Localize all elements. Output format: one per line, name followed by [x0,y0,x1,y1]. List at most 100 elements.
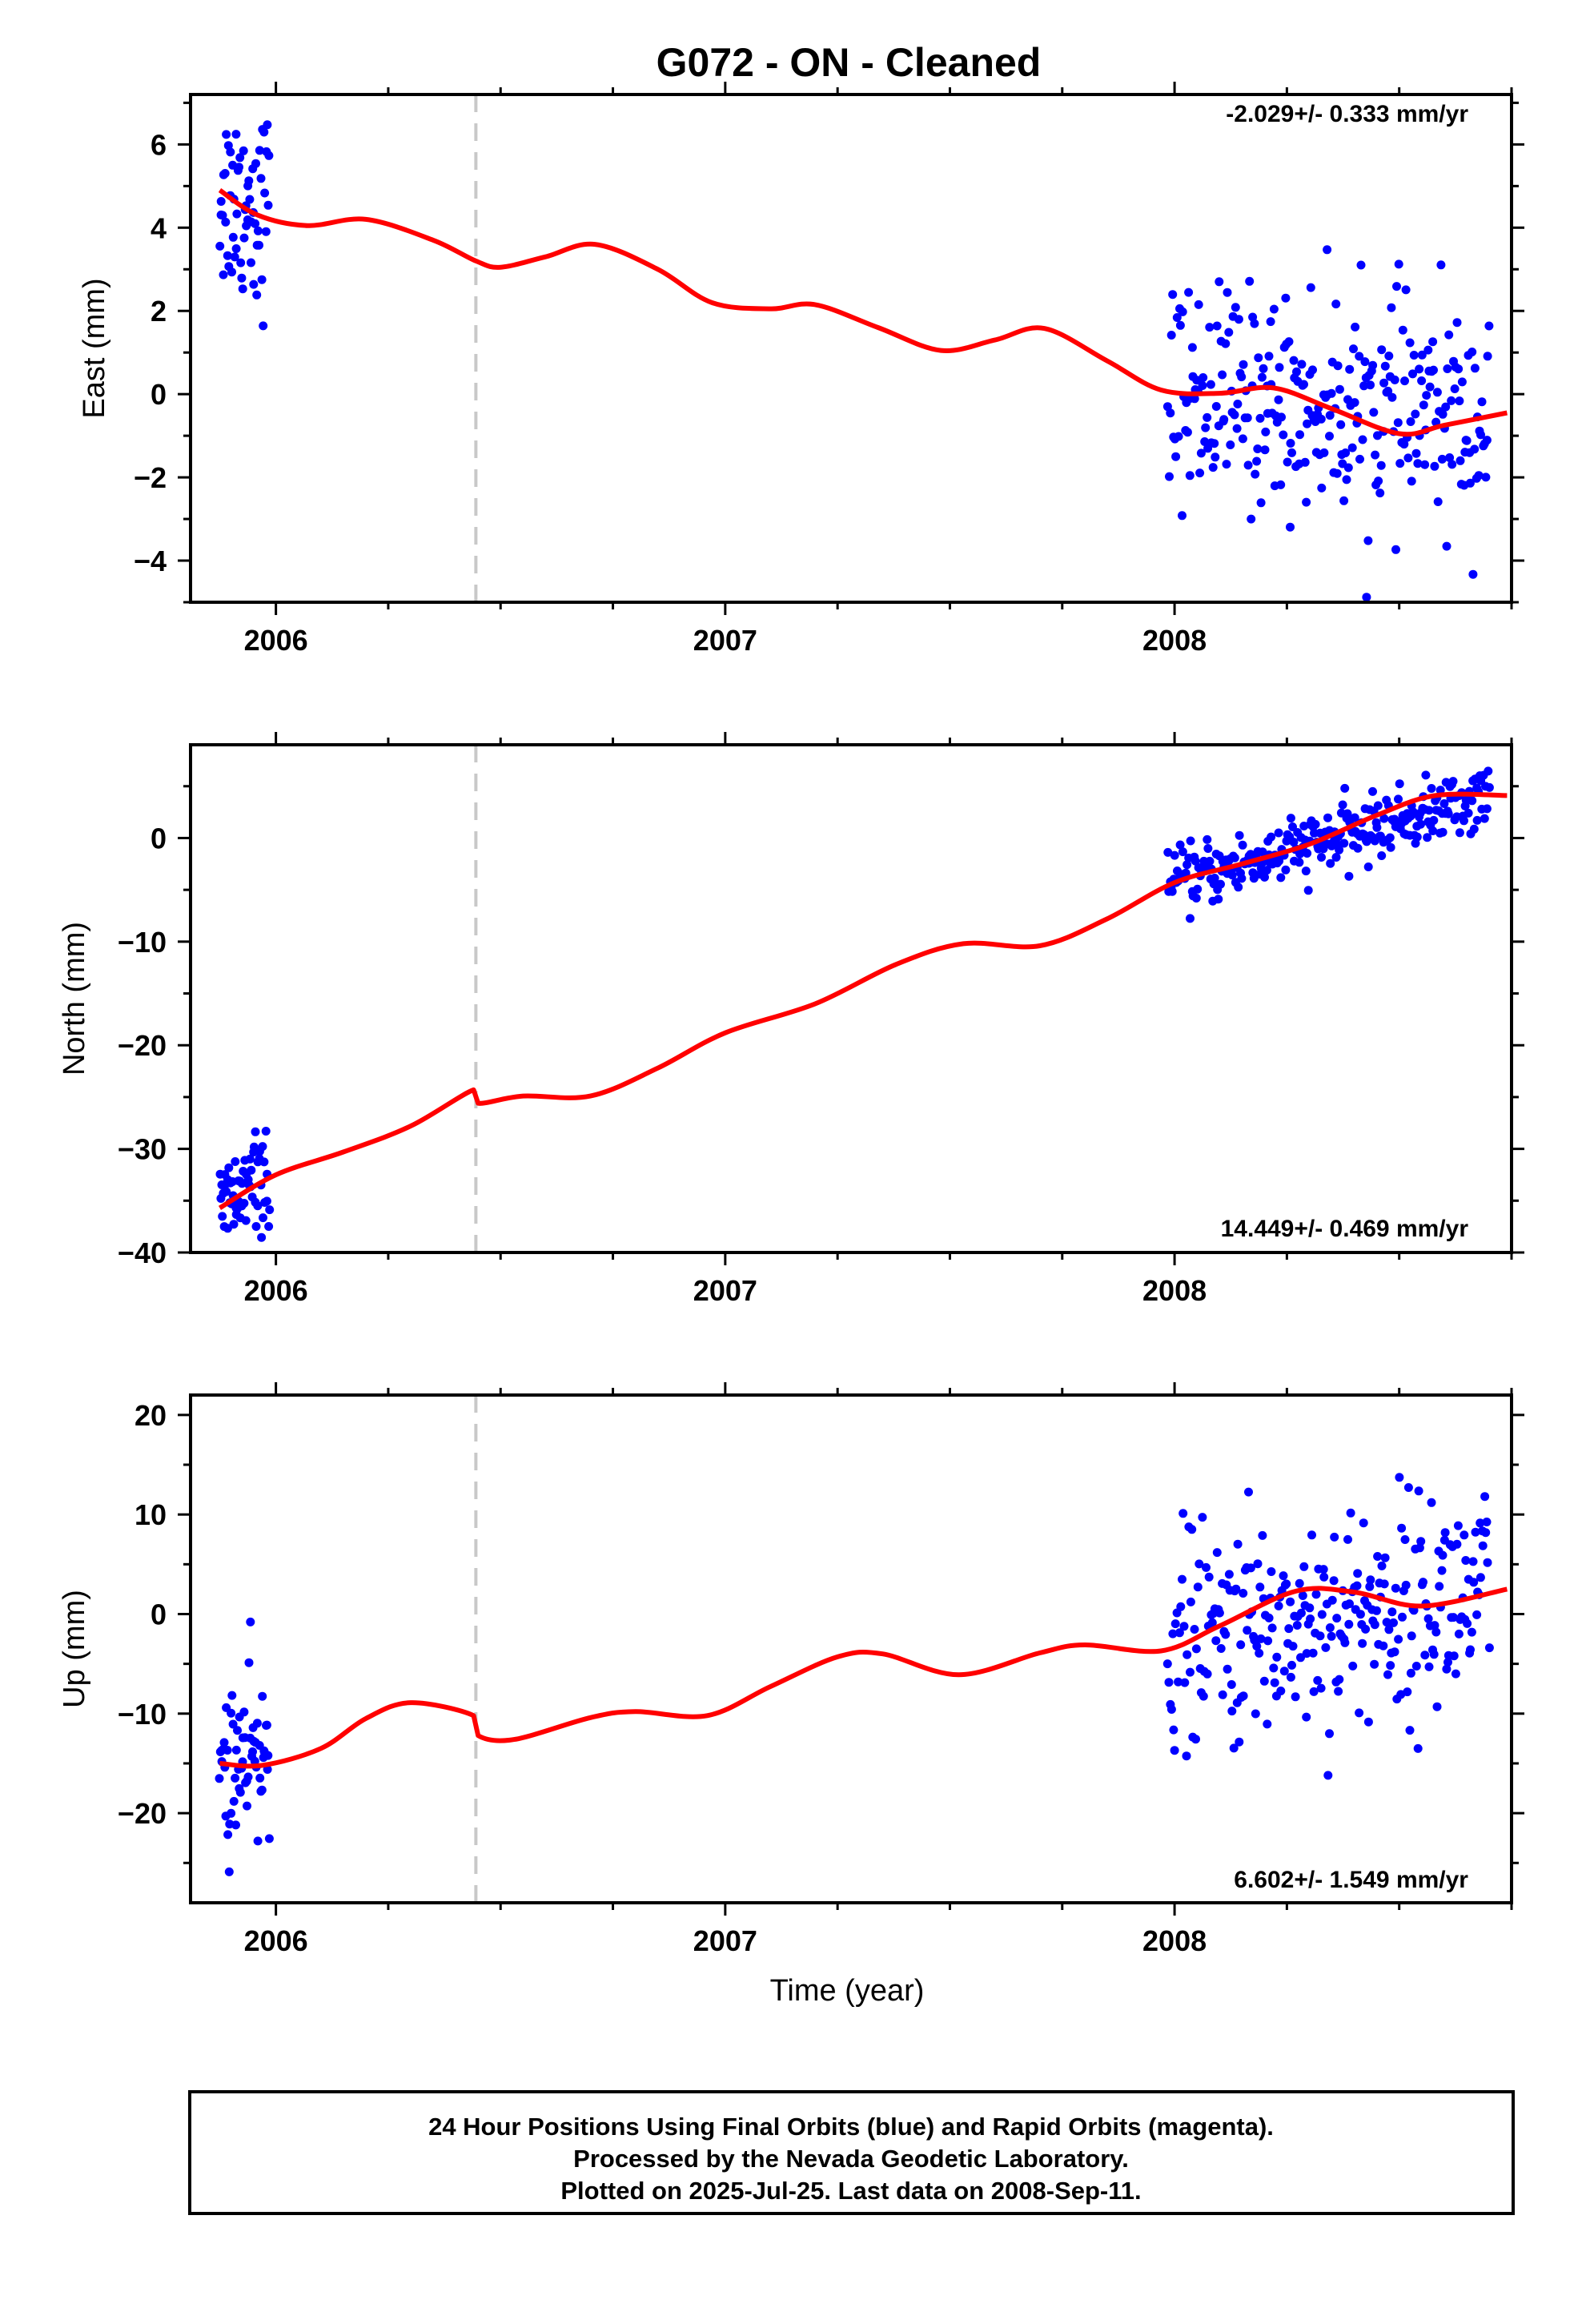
data-point [1454,1629,1464,1638]
data-point [1311,819,1320,829]
data-point [1319,448,1329,457]
data-point [231,130,241,139]
plot-area [215,1395,1508,1903]
data-point [1442,541,1452,551]
data-point [1440,1528,1450,1538]
data-point [1356,260,1366,270]
data-point [1429,365,1438,375]
data-point [1186,914,1195,923]
data-point [1270,1678,1279,1687]
data-point [1461,1556,1471,1565]
data-point [1398,1612,1407,1622]
data-point [251,159,260,168]
data-point [1397,1523,1407,1533]
data-point [1425,382,1435,392]
data-point [1218,370,1227,380]
data-point [1332,468,1342,478]
y-tick-label: −40 [118,1236,167,1269]
data-point [1286,439,1295,448]
data-point [1166,1705,1176,1714]
data-point [1394,1634,1403,1644]
data-point [1376,460,1386,470]
data-point [223,1746,232,1755]
data-point [1395,1473,1404,1482]
data-point [1193,1582,1203,1592]
data-point [1222,460,1231,469]
data-point [1366,1575,1375,1585]
data-point [1395,779,1404,789]
data-point [1406,1668,1415,1678]
data-point [1348,1661,1358,1671]
data-point [1403,453,1413,463]
data-point [1344,871,1354,881]
x-axis-label: Time (year) [770,1974,925,2008]
east-panel: 2006 2007 2008 6 4 2 0 −2 −4 East (mm) -2.029+/- 0… [78,82,1524,657]
plot-area [215,94,1508,602]
data-point [1269,304,1279,314]
data-point [1288,1642,1298,1651]
data-point [1355,1708,1364,1718]
data-point [1212,321,1222,331]
data-point [1462,436,1472,445]
data-point [227,1691,237,1700]
data-point [1416,1537,1426,1546]
data-point [1330,1532,1339,1542]
data-point [1221,1630,1231,1639]
data-point [258,1142,267,1152]
data-point [1275,363,1284,372]
data-point [1469,824,1479,834]
data-point [264,1222,274,1231]
data-point [1339,496,1349,505]
data-point [222,1187,231,1196]
data-point [1438,409,1447,419]
data-point [1355,352,1364,361]
data-point [1449,1651,1459,1661]
data-point [1335,1675,1344,1684]
data-point [253,1836,263,1846]
data-point [1239,1691,1248,1701]
data-point [1457,377,1467,387]
data-point [1470,364,1480,373]
data-point [1203,834,1212,844]
data-point [1190,394,1199,404]
data-point [1484,782,1494,792]
data-point [239,1707,249,1717]
y-tick-label: 6 [151,128,167,161]
data-point [256,174,266,183]
data-point [1480,814,1489,823]
data-point [1347,443,1357,452]
data-point [1335,384,1344,394]
data-point [224,1163,234,1172]
data-point [258,1691,267,1701]
data-point [1336,420,1346,429]
data-point [1387,392,1397,402]
data-point [1211,1636,1221,1646]
data-point [1452,1539,1462,1549]
data-point [1276,480,1286,489]
data-point [1230,853,1239,862]
data-point [1483,352,1492,361]
data-point [1481,1528,1491,1538]
data-point [1468,569,1478,579]
data-point [1205,323,1215,332]
y-tick-label: −2 [134,461,167,494]
data-point [1223,1664,1232,1674]
data-point [1263,1636,1273,1646]
data-point [253,1201,263,1211]
data-point [252,290,262,300]
data-point [1403,1687,1412,1697]
data-point [1229,1743,1239,1753]
velocity-annotation: 14.449+/- 0.469 mm/yr [1221,1216,1469,1242]
data-point [231,1820,240,1830]
data-point [247,258,255,267]
data-point [1260,872,1269,882]
data-point [1369,408,1379,417]
data-point [227,1808,236,1818]
data-point [259,321,268,331]
data-point [235,163,243,172]
data-point [1323,1771,1333,1780]
data-point [1253,1559,1263,1569]
data-point [1168,1629,1178,1638]
data-point [1284,337,1294,347]
data-point [1327,388,1336,398]
